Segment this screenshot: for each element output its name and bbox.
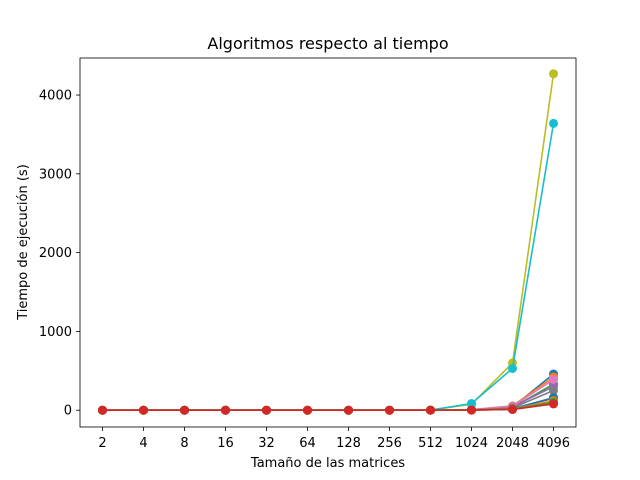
data-point — [467, 399, 476, 408]
data-point — [344, 405, 353, 415]
series-layer — [98, 69, 558, 415]
data-point — [467, 405, 476, 415]
chart-title: Algoritmos respecto al tiempo — [207, 34, 448, 53]
data-point — [549, 118, 558, 128]
data-point — [508, 364, 517, 373]
data-point — [508, 404, 517, 414]
y-axis-label: Tiempo de ejecución (s) — [16, 164, 31, 321]
axes-frame — [79, 57, 577, 428]
y-tick-label: 2000 — [39, 246, 72, 261]
y-tick-label: 3000 — [39, 167, 72, 182]
x-tick-label: 64 — [299, 436, 316, 451]
x-tick-label: 8 — [180, 436, 188, 451]
data-point — [549, 69, 558, 79]
data-point — [98, 405, 107, 415]
data-point — [549, 399, 558, 409]
x-axis-label: Tamaño de las matrices — [250, 456, 405, 471]
x-tick-label: 256 — [377, 436, 402, 451]
y-tick-label: 4000 — [39, 89, 72, 104]
data-point — [385, 405, 394, 415]
x-tick-label: 512 — [418, 436, 443, 451]
x-tick-label: 1024 — [455, 436, 488, 451]
x-tick-label: 4 — [139, 436, 147, 451]
y-tick-label: 0 — [64, 404, 72, 419]
data-point — [139, 405, 148, 415]
y-axis-ticks: 0 1000 2000 3000 4000 — [39, 89, 80, 419]
plot-area: 2 4 8 16 32 64 128 256 512 1024 2048 4096 0 1000 2000… — [39, 57, 577, 451]
data-point — [262, 405, 271, 415]
data-point — [221, 405, 230, 415]
data-point — [180, 405, 189, 415]
data-point — [303, 405, 312, 415]
data-point — [549, 375, 558, 384]
x-tick-label: 4096 — [537, 436, 570, 451]
y-tick-label: 1000 — [39, 325, 72, 340]
x-tick-label: 2048 — [496, 436, 529, 451]
data-point — [426, 405, 435, 415]
x-axis-ticks: 2 4 8 16 32 64 128 256 512 1024 2048 4096 — [98, 427, 570, 451]
series-13 — [98, 399, 558, 415]
x-tick-label: 32 — [258, 436, 275, 451]
x-tick-label: 128 — [336, 436, 361, 451]
series-line — [102, 403, 554, 412]
x-tick-label: 2 — [98, 436, 106, 451]
data-point — [549, 386, 558, 395]
x-tick-label: 16 — [217, 436, 234, 451]
